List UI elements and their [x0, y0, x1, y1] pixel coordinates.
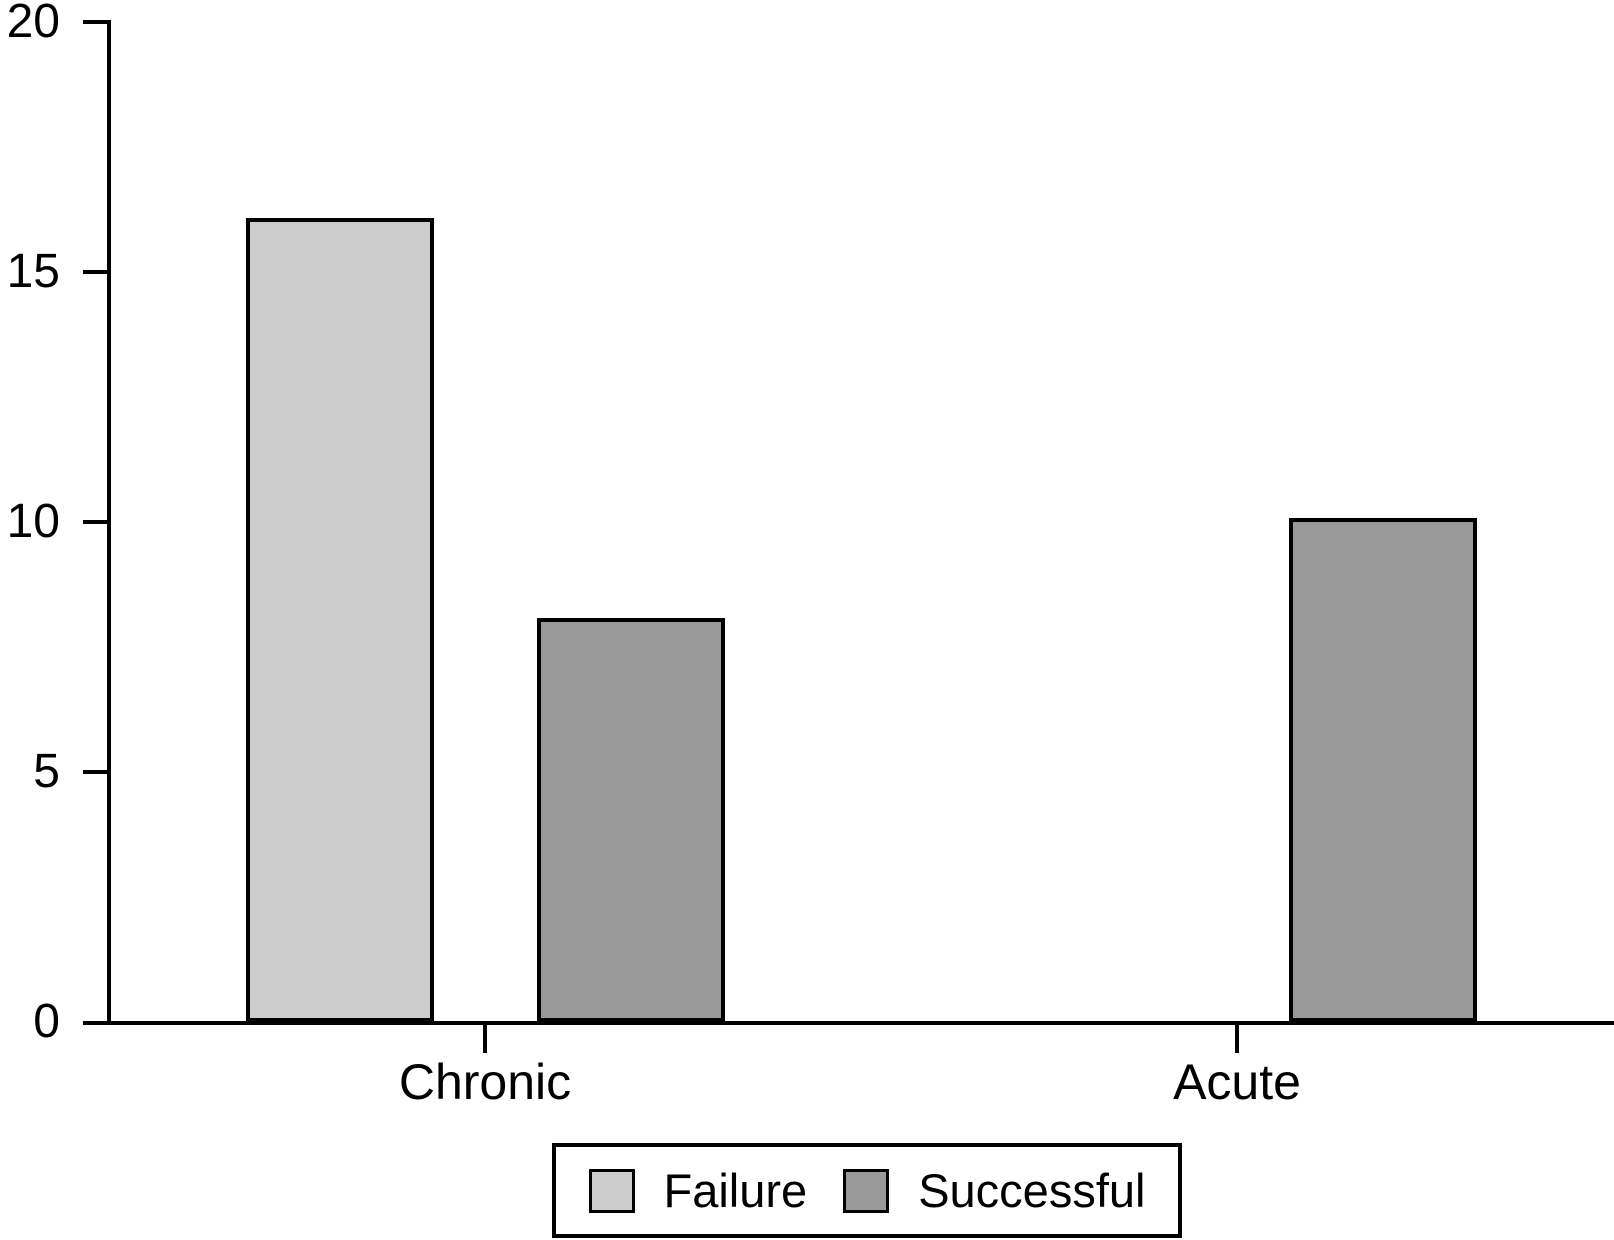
legend-item-successful: Successful [843, 1167, 1145, 1214]
x-axis-line [83, 1021, 1614, 1025]
legend: Failure Successful [552, 1143, 1182, 1238]
y-axis-line [107, 20, 111, 1025]
y-tick-label-20: 20 [6, 0, 60, 48]
x-tick-mark-chronic [483, 1025, 487, 1053]
legend-label-failure: Failure [663, 1164, 808, 1217]
y-tick-mark-20 [83, 20, 107, 24]
y-tick-mark-10 [83, 520, 107, 524]
failure-swatch [588, 1168, 635, 1213]
x-category-label-acute: Acute [1173, 1054, 1301, 1110]
y-tick-label-0: 0 [33, 995, 60, 1048]
x-category-label-chronic: Chronic [398, 1054, 572, 1110]
x-tick-mark-acute [1235, 1025, 1239, 1053]
legend-label-successful: Successful [918, 1164, 1146, 1217]
y-tick-mark-5 [83, 770, 107, 774]
y-tick-label-5: 5 [33, 745, 60, 798]
bar-chronic-failure [245, 218, 434, 1022]
legend-item-failure: Failure [588, 1164, 808, 1217]
bar-chronic-successful [536, 618, 725, 1022]
successful-swatch [843, 1168, 890, 1213]
y-tick-mark-15 [83, 270, 107, 274]
bar-acute-successful [1288, 518, 1477, 1022]
y-tick-label-15: 15 [6, 245, 60, 298]
y-tick-label-10: 10 [6, 495, 60, 548]
